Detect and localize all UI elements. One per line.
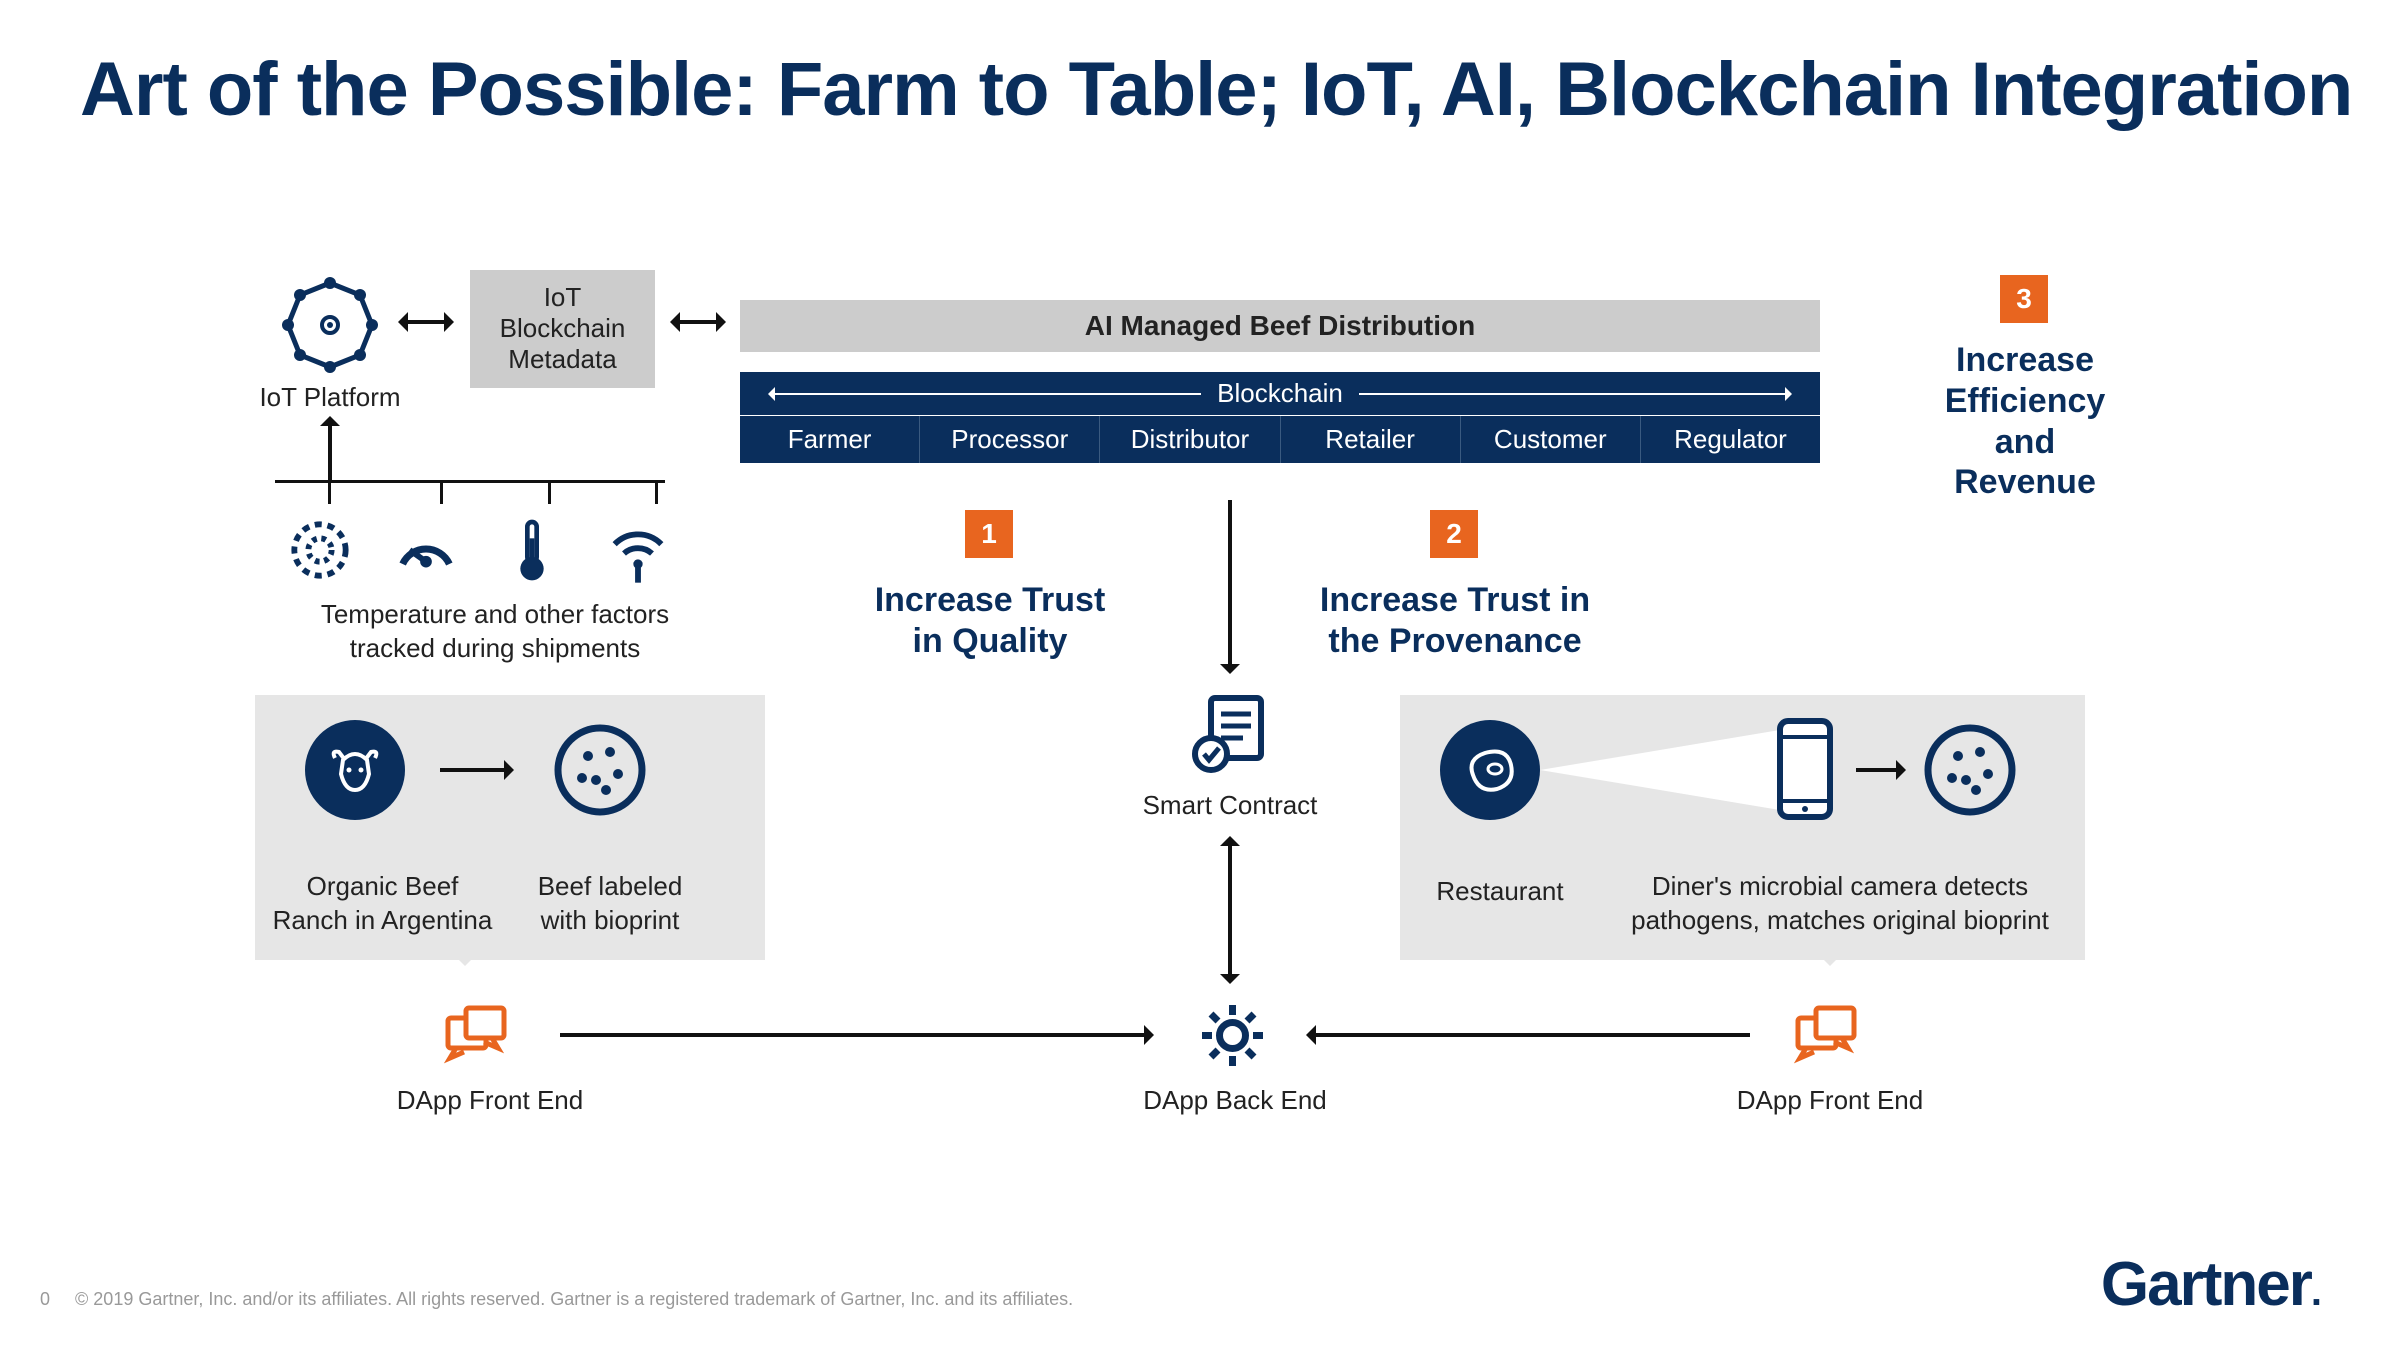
metadata-box: IoT Blockchain Metadata [470, 270, 655, 388]
humidity-sensor-icon [285, 515, 355, 585]
bc-role-distributor: Distributor [1100, 416, 1280, 463]
arrow-cow-to-bioprint [440, 768, 510, 772]
bc-role-processor: Processor [920, 416, 1100, 463]
copyright: © 2019 Gartner, Inc. and/or its affiliat… [75, 1289, 1073, 1309]
footer: 0 © 2019 Gartner, Inc. and/or its affili… [40, 1289, 1073, 1310]
arrow-right-to-backend [1310, 1033, 1750, 1037]
dapp-front-left-icon [440, 1000, 510, 1070]
callout-3-text: Increase Efficiency and Revenue [1930, 340, 2120, 503]
sensor-bus-line [275, 480, 665, 483]
bioprint-icon-left [550, 720, 650, 820]
left-panel-item2: Beef labeled with bioprint [510, 870, 710, 938]
arrow-phone-to-bioprint [1856, 768, 1902, 772]
dapp-back-label: DApp Back End [1130, 1085, 1340, 1116]
bc-role-regulator: Regulator [1641, 416, 1820, 463]
gauge-sensor-icon [391, 515, 461, 585]
smart-contract-icon [1185, 690, 1275, 780]
blockchain-roles-row: Farmer Processor Distributor Retailer Cu… [740, 415, 1820, 463]
blockchain-label-row: Blockchain [740, 372, 1820, 415]
metadata-text: IoT Blockchain Metadata [492, 282, 633, 376]
bc-role-farmer: Farmer [740, 416, 920, 463]
bc-role-retailer: Retailer [1281, 416, 1461, 463]
brand-logo: Gartner [2101, 1249, 2320, 1320]
signal-sensor-icon [603, 515, 673, 585]
arrow-left-to-backend [560, 1033, 1150, 1037]
badge-1: 1 [965, 510, 1013, 558]
arrow-metadata-ai [674, 320, 722, 324]
sensor-tick-2 [440, 480, 443, 504]
arrow-bc-to-smart [1228, 500, 1232, 670]
left-panel-item1: Organic Beef Ranch in Argentina [265, 870, 500, 938]
ai-distribution-bar: AI Managed Beef Distribution [740, 300, 1820, 352]
right-panel-item2: Diner's microbial camera detects pathoge… [1610, 870, 2070, 938]
iot-platform-icon [280, 275, 380, 375]
sensor-icons-row [285, 515, 673, 585]
dapp-front-left-label: DApp Front End [380, 1085, 600, 1116]
sensor-tick-4 [655, 480, 658, 504]
thermometer-icon [497, 515, 567, 585]
blockchain-bar: Blockchain Farmer Processor Distributor … [740, 372, 1820, 463]
arrow-iot-metadata [402, 320, 450, 324]
camera-beam [1540, 720, 1780, 820]
dapp-front-right-label: DApp Front End [1720, 1085, 1940, 1116]
sensor-tick-3 [548, 480, 551, 504]
cow-icon [305, 720, 405, 820]
right-panel-item1: Restaurant [1420, 875, 1580, 909]
smart-contract-label: Smart Contract [1130, 790, 1330, 821]
dapp-front-right-icon [1790, 1000, 1860, 1070]
blockchain-label: Blockchain [1217, 378, 1343, 409]
bc-role-customer: Customer [1461, 416, 1641, 463]
page-title: Art of the Possible: Farm to Table; IoT,… [80, 50, 2352, 130]
bioprint-icon-right [1920, 720, 2020, 820]
badge-2: 2 [1430, 510, 1478, 558]
arrow-sensors-to-iot [328, 420, 332, 480]
phone-icon [1770, 715, 1840, 825]
sensor-tick-1 [328, 480, 331, 504]
sensors-caption: Temperature and other factors tracked du… [285, 598, 705, 666]
page-num: 0 [40, 1289, 50, 1309]
bc-arrow-right [1359, 393, 1789, 395]
callout-2-text: Increase Trust in the Provenance [1300, 580, 1610, 662]
callout-1-text: Increase Trust in Quality [840, 580, 1140, 662]
gear-icon [1195, 998, 1270, 1073]
bc-arrow-left [771, 393, 1201, 395]
steak-icon [1440, 720, 1540, 820]
arrow-smart-to-backend [1228, 840, 1232, 980]
badge-3: 3 [2000, 275, 2048, 323]
